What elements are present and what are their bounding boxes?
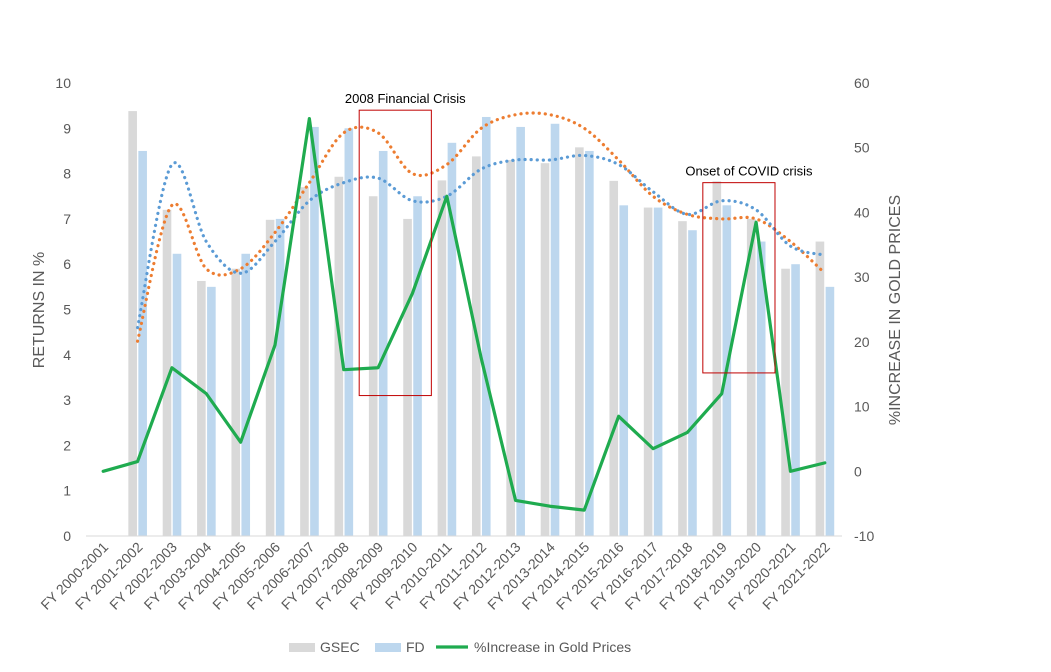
y2-tick-label-20: 20	[854, 334, 870, 350]
fd-bar-12	[516, 127, 525, 536]
fd-bar-1	[138, 151, 147, 536]
gsec-bar-4	[231, 269, 240, 536]
gsec-bar-8	[369, 196, 378, 536]
fd-bar-4	[241, 254, 250, 536]
gsec-bar-6	[300, 187, 309, 536]
fd-bar-7	[345, 128, 354, 536]
fd-bar-11	[482, 117, 491, 536]
gsec-bar-17	[678, 221, 687, 536]
fd-bar-20	[791, 264, 800, 536]
y-tick-label-3: 3	[63, 392, 71, 408]
y-tick-label-6: 6	[63, 256, 71, 272]
gsec-bar-13	[541, 163, 550, 536]
fd-bar-17	[688, 230, 697, 536]
y-tick-label-5: 5	[63, 302, 71, 318]
annotation-label-0: 2008 Financial Crisis	[345, 91, 466, 106]
y-tick-label-2: 2	[63, 437, 71, 453]
gsec-bar-5	[266, 220, 275, 536]
legend: GSEC FD %Increase in Gold Prices	[289, 639, 631, 655]
gsec-bar-21	[816, 242, 825, 536]
trendline-0	[138, 113, 825, 341]
gsec-bar-15	[609, 181, 618, 536]
gsec-bar-3	[197, 281, 206, 536]
fd-bar-14	[585, 151, 594, 536]
gsec-bar-16	[644, 208, 653, 536]
gsec-bar-10	[438, 180, 447, 536]
fd-bar-21	[826, 287, 835, 536]
legend-label-2: %Increase in Gold Prices	[474, 639, 631, 655]
y-tick-label-4: 4	[63, 347, 71, 363]
y2-tick-label-40: 40	[854, 204, 870, 220]
y2-tick-label-30: 30	[854, 269, 870, 285]
y2-tick-label--10: -10	[854, 528, 874, 544]
y2-tick-label-10: 10	[854, 399, 870, 415]
y2-tick-label-50: 50	[854, 140, 870, 156]
gsec-bar-9	[403, 219, 412, 536]
y2-tick-label-60: 60	[854, 75, 870, 91]
trendlines-layer	[138, 113, 825, 341]
y-axis-title: RETURNS IN %	[31, 252, 48, 368]
fd-bar-9	[413, 196, 422, 536]
fd-bar-8	[379, 151, 388, 536]
fd-bar-13	[551, 124, 560, 536]
y-tick-label-0: 0	[63, 528, 71, 544]
gsec-bar-14	[575, 147, 584, 536]
fd-bar-3	[207, 287, 216, 536]
legend-label-0: GSEC	[320, 639, 360, 655]
legend-label-1: FD	[406, 639, 425, 655]
trendline-1	[138, 155, 825, 327]
fd-bar-15	[619, 205, 628, 536]
fd-bar-16	[654, 208, 663, 536]
y2-axis-title: %INCREASE IN GOLD PRICES	[887, 195, 904, 425]
annotation-label-1: Onset of COVID crisis	[685, 164, 813, 179]
y-tick-label-9: 9	[63, 120, 71, 136]
y-tick-label-1: 1	[63, 483, 71, 499]
fd-bar-2	[173, 254, 182, 536]
gsec-bar-18	[713, 181, 722, 536]
fd-bar-5	[276, 219, 285, 536]
y2-tick-label-0: 0	[854, 463, 862, 479]
gsec-bar-1	[128, 111, 137, 536]
legend-swatch-1	[375, 643, 401, 652]
y-tick-label-10: 10	[55, 75, 71, 91]
y-tick-label-8: 8	[63, 166, 71, 182]
y-tick-label-7: 7	[63, 211, 71, 227]
legend-swatch-0	[289, 643, 315, 652]
